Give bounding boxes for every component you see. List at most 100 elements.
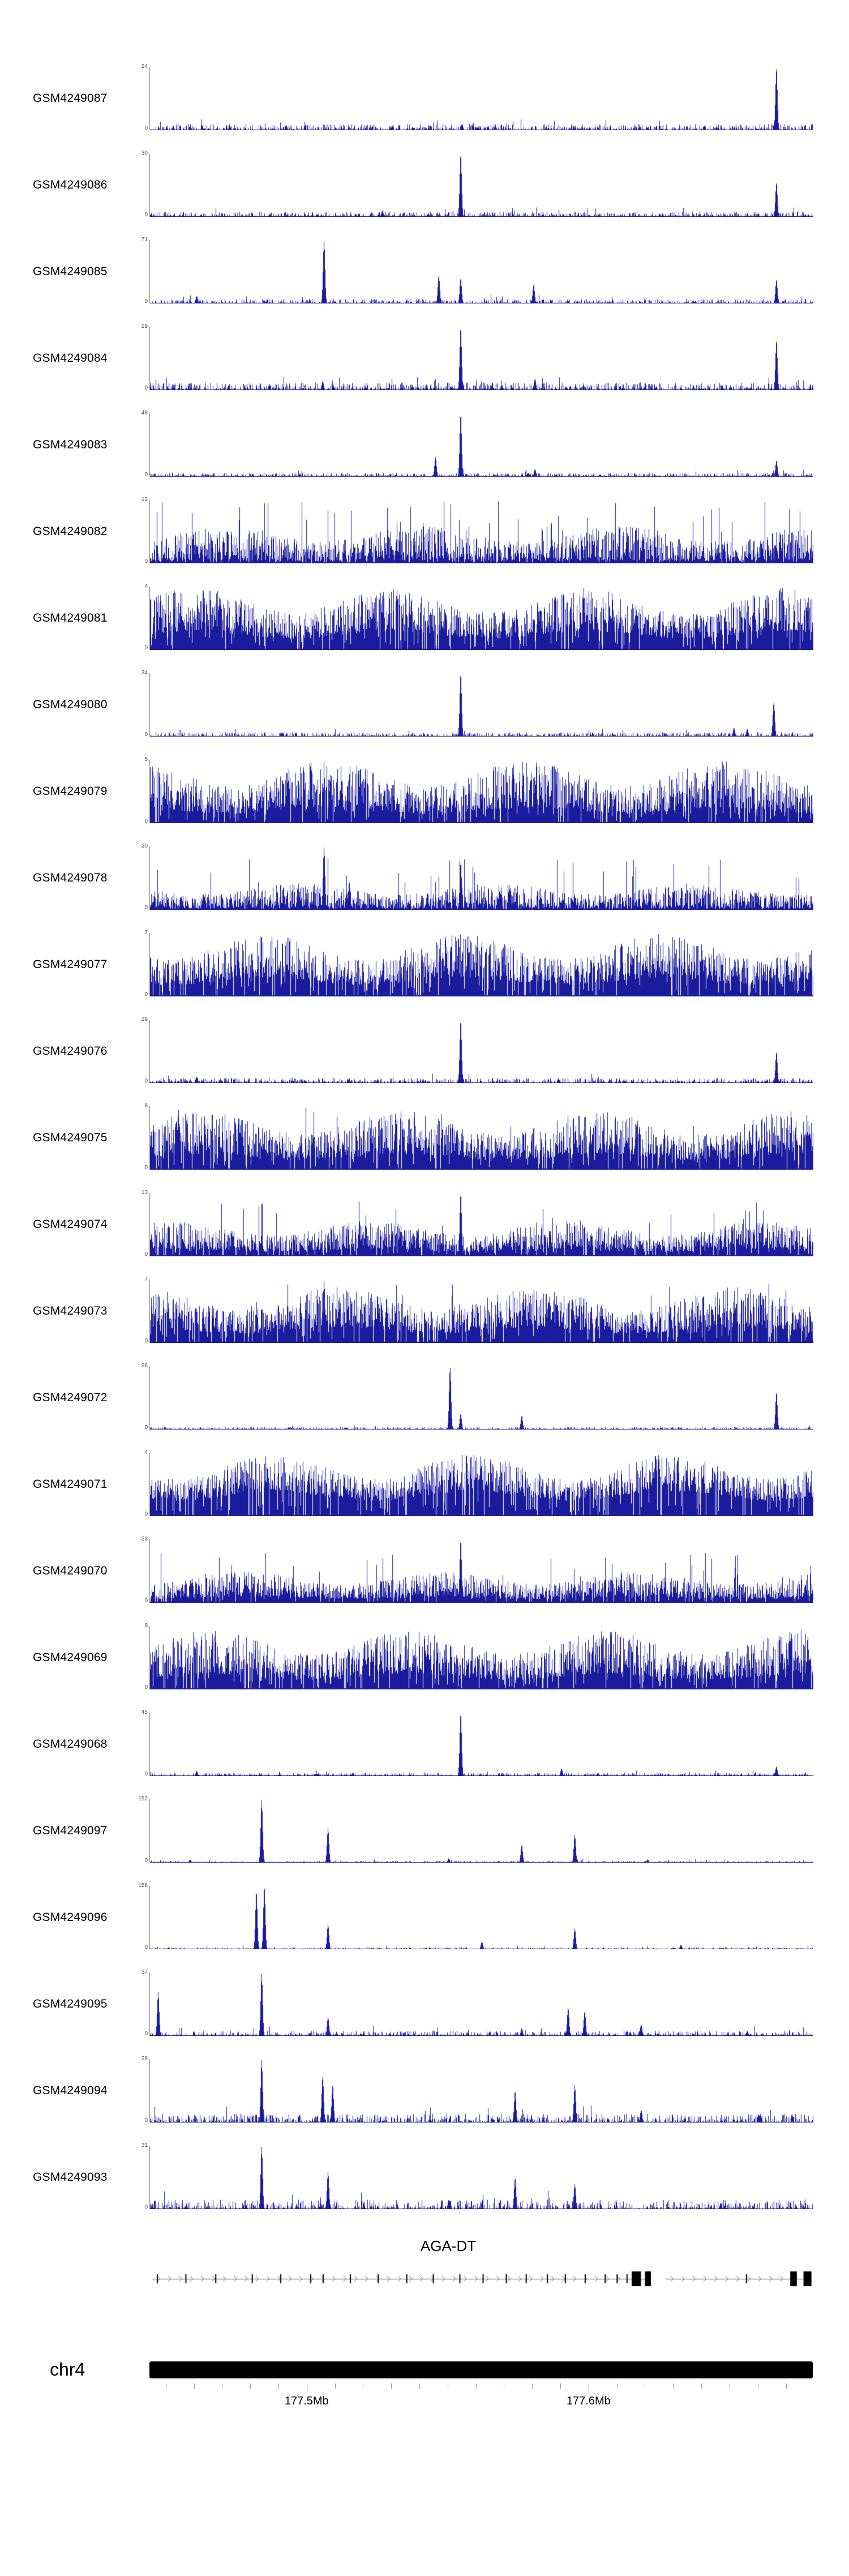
track-row: GSM4249087 24 0	[0, 63, 849, 131]
track-label: GSM4249071	[33, 1478, 108, 1491]
track-row: GSM4249070 23 0	[0, 1537, 849, 1604]
track-ymin-label: 0	[144, 2117, 148, 2124]
track-ymax-label: 4	[144, 583, 148, 589]
coverage-canvas	[150, 67, 813, 130]
track-ymin-label: 0	[144, 818, 148, 824]
track-row: GSM4249081 4 0	[0, 583, 849, 651]
coverage-canvas	[150, 2059, 813, 2123]
coverage-plot: 96 0	[142, 1363, 813, 1431]
track-ymax-label: 71	[141, 237, 148, 243]
track-row: GSM4249082 13 0	[0, 497, 849, 564]
track-ymax-label: 24	[141, 63, 148, 70]
coverage-plot: 71 0	[142, 237, 813, 305]
coverage-plot: 45 0	[142, 1710, 813, 1777]
coverage-canvas	[150, 153, 813, 217]
track-ymin-label: 0	[144, 1165, 148, 1171]
track-row: GSM4249085 71 0	[0, 237, 849, 305]
track-label: GSM4249073	[33, 1304, 108, 1317]
track-label: GSM4249084	[33, 352, 108, 365]
gene-model	[149, 2266, 813, 2291]
coverage-canvas	[150, 587, 813, 650]
track-row: GSM4249093 31 0	[0, 2143, 849, 2210]
track-label: GSM4249096	[33, 1911, 108, 1924]
coverage-canvas	[150, 1799, 813, 1863]
track-ymax-label: 29	[141, 2056, 148, 2062]
track-row: GSM4249077 7 0	[0, 930, 849, 998]
coverage-canvas	[150, 413, 813, 477]
ruler-minor-tick	[673, 2384, 674, 2389]
track-ymin-label: 0	[144, 1424, 148, 1431]
track-label: GSM4249097	[33, 1824, 108, 1837]
track-label: GSM4249077	[33, 958, 108, 971]
track-label: GSM4249083	[33, 438, 108, 451]
coverage-plot: 156 0	[138, 1883, 813, 1950]
ruler-tick-label: 177.5Mb	[284, 2395, 329, 2407]
track-label: GSM4249076	[33, 1045, 108, 1058]
ruler-minor-tick	[391, 2384, 392, 2389]
track-label: GSM4249069	[33, 1651, 108, 1664]
coverage-plot: 5 0	[144, 757, 813, 824]
track-label: GSM4249072	[33, 1391, 108, 1404]
coverage-canvas	[150, 1193, 813, 1256]
gene-track-section: AGA-DT	[0, 2237, 849, 2291]
track-label: GSM4249074	[33, 1218, 108, 1231]
coverage-canvas	[150, 1106, 813, 1170]
track-row: GSM4249080 34 0	[0, 670, 849, 738]
coverage-plot: 34 0	[142, 670, 813, 738]
coverage-canvas	[150, 1886, 813, 1949]
ruler-minor-tick	[532, 2384, 533, 2389]
track-ymin-label: 0	[144, 212, 148, 218]
ruler-minor-tick	[560, 2384, 561, 2389]
track-ymax-label: 7	[144, 1276, 148, 1282]
track-ymin-label: 0	[144, 472, 148, 478]
track-ymin-label: 0	[144, 1684, 148, 1691]
track-label: GSM4249094	[33, 2084, 108, 2097]
track-ymax-label: 20	[141, 843, 148, 849]
track-ymax-label: 31	[141, 2142, 148, 2149]
coverage-plot: 13 0	[142, 497, 813, 564]
coverage-plot: 7 0	[144, 930, 813, 998]
ruler-minor-tick	[250, 2384, 251, 2389]
track-label: GSM4249070	[33, 1564, 108, 1577]
track-row: GSM4249073 7 0	[0, 1277, 849, 1344]
coverage-canvas	[150, 1626, 813, 1689]
coverage-plot: 8 0	[144, 1103, 813, 1171]
track-ymin-label: 0	[144, 125, 148, 131]
track-row: GSM4249075 8 0	[0, 1103, 849, 1171]
track-ymax-label: 30	[141, 150, 148, 156]
chromosome-ideogram	[149, 2361, 813, 2378]
coverage-canvas	[150, 1539, 813, 1603]
coverage-canvas	[150, 1020, 813, 1083]
chromosome-label: chr4	[50, 2359, 85, 2380]
track-row: GSM4249068 45 0	[0, 1710, 849, 1777]
coverage-plot: 48 0	[142, 410, 813, 478]
track-ymin-label: 0	[144, 2031, 148, 2037]
track-ymax-label: 48	[141, 410, 148, 416]
coverage-canvas	[150, 327, 813, 390]
track-row: GSM4249086 30 0	[0, 151, 849, 218]
track-ymin-label: 0	[144, 905, 148, 911]
coverage-plot: 30 0	[142, 151, 813, 218]
track-label: GSM4249068	[33, 1738, 108, 1751]
coverage-plot: 4 0	[144, 1450, 813, 1517]
ruler-minor-tick	[786, 2384, 787, 2389]
ruler-minor-tick	[475, 2384, 477, 2389]
coverage-plot: 7 0	[144, 1277, 813, 1344]
chromosome-section: chr4	[0, 2359, 849, 2380]
track-ymax-label: 29	[141, 1016, 148, 1022]
coverage-canvas	[150, 240, 813, 303]
track-ymax-label: 8	[144, 1623, 148, 1629]
coverage-plot: 37 0	[142, 1970, 813, 2037]
track-ymax-label: 5	[144, 756, 148, 763]
coverage-plot: 31 0	[142, 2143, 813, 2210]
track-ymin-label: 0	[144, 1771, 148, 1777]
track-ymin-label: 0	[144, 558, 148, 564]
coverage-canvas	[150, 760, 813, 823]
coverage-canvas	[150, 1280, 813, 1343]
ruler-minor-tick	[194, 2384, 195, 2389]
track-ymin-label: 0	[144, 731, 148, 738]
gene-name-label: AGA-DT	[420, 2237, 477, 2254]
coverage-plot: 20 0	[142, 844, 813, 911]
track-ymin-label: 0	[144, 1511, 148, 1517]
track-label: GSM4249087	[33, 92, 108, 105]
